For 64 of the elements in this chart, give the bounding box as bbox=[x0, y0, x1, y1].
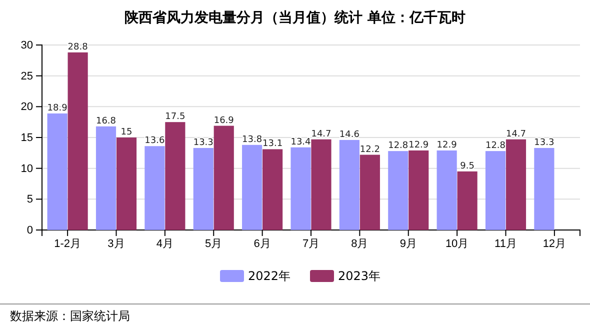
bar bbox=[262, 149, 283, 230]
data-label: 18.9 bbox=[47, 103, 68, 114]
bar bbox=[311, 139, 332, 230]
bar bbox=[116, 138, 137, 230]
data-label: 14.7 bbox=[506, 129, 526, 140]
data-label: 12.9 bbox=[408, 140, 429, 150]
bar bbox=[360, 154, 380, 230]
bar bbox=[47, 113, 68, 230]
legend-label: 2022年 bbox=[248, 269, 291, 283]
data-label: 13.3 bbox=[193, 138, 214, 148]
bar bbox=[68, 52, 88, 230]
y-tick-label: 10 bbox=[20, 162, 33, 175]
data-label: 13.1 bbox=[262, 139, 283, 150]
x-tick-label: 9月 bbox=[400, 238, 417, 250]
x-tick-label: 11月 bbox=[494, 238, 517, 250]
x-tick-label: 3月 bbox=[108, 238, 125, 250]
data-label: 12.2 bbox=[360, 144, 380, 155]
legend-label: 2023年 bbox=[338, 269, 381, 283]
x-tick-label: 7月 bbox=[302, 238, 320, 250]
y-tick-label: 30 bbox=[20, 40, 33, 52]
bar bbox=[290, 147, 311, 230]
data-label: 12.8 bbox=[485, 141, 506, 152]
x-tick-label: 10月 bbox=[445, 238, 469, 250]
bar bbox=[388, 151, 408, 230]
bar bbox=[339, 140, 360, 230]
data-label: 28.8 bbox=[68, 42, 88, 52]
data-label: 9.5 bbox=[460, 161, 474, 172]
bar bbox=[408, 150, 429, 230]
y-tick-label: 5 bbox=[26, 194, 33, 206]
data-label: 12.8 bbox=[388, 141, 408, 152]
data-label: 13.3 bbox=[534, 138, 554, 148]
x-tick-label: 1-2月 bbox=[54, 238, 82, 250]
data-label: 15 bbox=[120, 128, 132, 138]
data-label: 13.4 bbox=[290, 137, 312, 148]
bar bbox=[144, 146, 165, 230]
x-tick-label: 5月 bbox=[205, 238, 222, 250]
bar bbox=[96, 126, 116, 230]
y-tick-label: 20 bbox=[20, 101, 33, 114]
x-tick-label: 6月 bbox=[254, 238, 271, 250]
data-label: 16.9 bbox=[214, 116, 234, 126]
data-label: 16.8 bbox=[96, 116, 116, 126]
chart-title: 陕西省风力发电量分月（当月值）统计 单位：亿千瓦时 bbox=[124, 9, 466, 26]
bar bbox=[165, 122, 186, 230]
bar bbox=[506, 139, 526, 230]
bar bbox=[242, 144, 262, 230]
bar bbox=[457, 171, 478, 230]
x-tick-label: 8月 bbox=[351, 238, 368, 250]
data-label: 12.9 bbox=[436, 140, 458, 150]
data-label: 14.6 bbox=[339, 130, 360, 140]
y-tick-label: 15 bbox=[20, 132, 33, 144]
bar bbox=[214, 126, 234, 230]
bar bbox=[436, 150, 457, 230]
data-label: 17.5 bbox=[165, 112, 186, 122]
x-tick-label: 4月 bbox=[156, 238, 174, 250]
y-tick-label: 25 bbox=[20, 70, 33, 82]
data-label: 13.8 bbox=[242, 134, 262, 145]
data-label: 13.6 bbox=[144, 136, 165, 146]
bar bbox=[485, 151, 506, 230]
x-tick-label: 12月 bbox=[542, 238, 566, 250]
bar bbox=[193, 148, 214, 230]
y-tick-label: 0 bbox=[26, 224, 33, 237]
bar bbox=[534, 148, 554, 230]
source-note: 数据来源：国家统计局 bbox=[10, 309, 130, 323]
data-label: 14.7 bbox=[311, 129, 332, 140]
